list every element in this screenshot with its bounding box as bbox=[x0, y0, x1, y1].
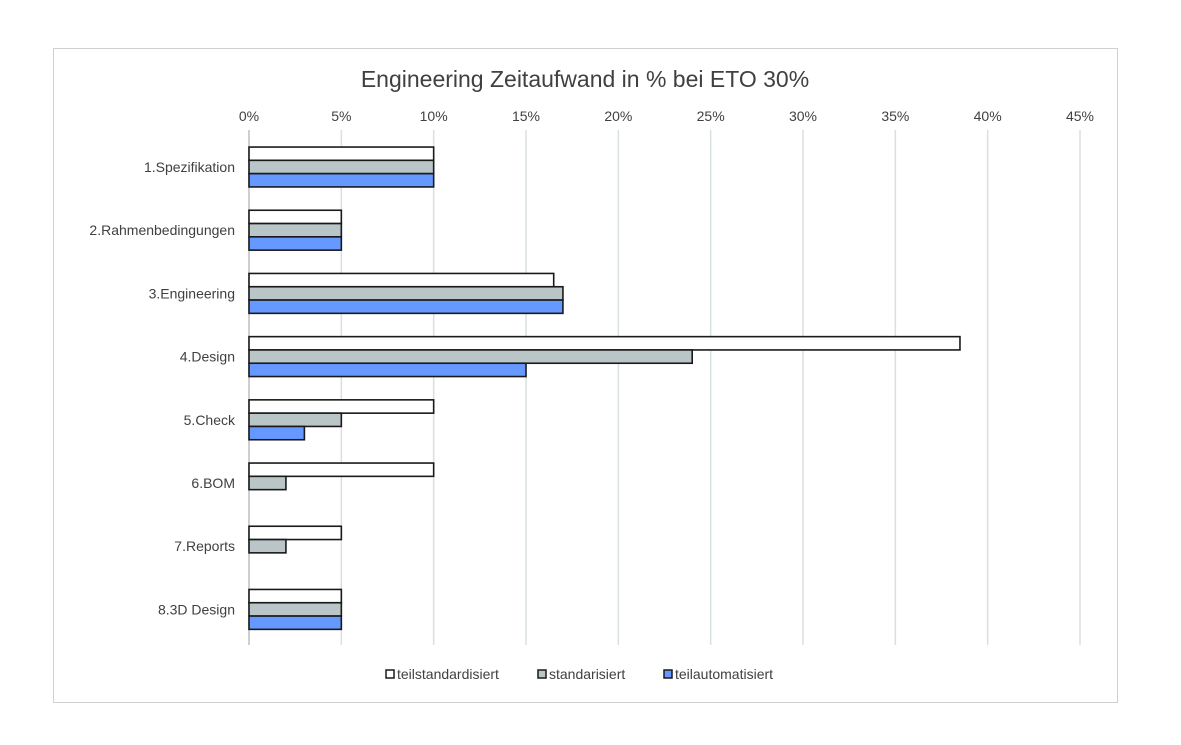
x-tick-label: 30% bbox=[789, 108, 817, 124]
bar-teilstandardisiert bbox=[248, 525, 343, 541]
category-label: 3.Engineering bbox=[149, 285, 235, 301]
bar-teilstandardisiert bbox=[248, 588, 343, 604]
bar-teilstandardisiert bbox=[248, 462, 435, 478]
x-tick-label: 40% bbox=[974, 108, 1002, 124]
bar-teilautomatisiert bbox=[248, 299, 564, 315]
legend-swatch-standarisiert bbox=[537, 669, 547, 679]
category-label: 5.Check bbox=[184, 412, 236, 428]
bar-standarisiert bbox=[248, 412, 343, 428]
legend-label: teilautomatisiert bbox=[675, 666, 773, 682]
bar-teilstandardisiert bbox=[248, 146, 435, 162]
bar-teilstandardisiert bbox=[248, 209, 343, 225]
x-tick-label: 25% bbox=[697, 108, 725, 124]
chart-title: Engineering Zeitaufwand in % bei ETO 30% bbox=[361, 66, 809, 92]
x-tick-label: 35% bbox=[881, 108, 909, 124]
bar-standarisiert bbox=[248, 285, 564, 301]
bar-standarisiert bbox=[248, 538, 287, 554]
category-label: 1.Spezifikation bbox=[144, 159, 235, 175]
legend-label: teilstandardisiert bbox=[397, 666, 499, 682]
bar-teilstandardisiert bbox=[248, 335, 961, 351]
bar-standarisiert bbox=[248, 349, 694, 365]
x-tick-label: 5% bbox=[331, 108, 351, 124]
legend-swatch-teilstandardisiert bbox=[385, 669, 395, 679]
x-tick-label: 10% bbox=[420, 108, 448, 124]
x-tick-label: 20% bbox=[604, 108, 632, 124]
category-label: 6.BOM bbox=[191, 475, 235, 491]
legend-label: standarisiert bbox=[549, 666, 625, 682]
bar-standarisiert bbox=[248, 159, 435, 175]
bar-standarisiert bbox=[248, 475, 287, 491]
bar-teilautomatisiert bbox=[248, 615, 343, 631]
category-label: 8.3D Design bbox=[158, 601, 235, 617]
bar-teilstandardisiert bbox=[248, 272, 555, 288]
category-label: 2.Rahmenbedingungen bbox=[89, 222, 235, 238]
bar-teilstandardisiert bbox=[248, 399, 435, 414]
x-tick-label: 15% bbox=[512, 108, 540, 124]
bar-teilautomatisiert bbox=[248, 362, 527, 378]
category-label: 4.Design bbox=[180, 349, 235, 365]
bar-standarisiert bbox=[248, 222, 343, 238]
bar-teilautomatisiert bbox=[248, 236, 343, 251]
category-label: 7.Reports bbox=[174, 538, 235, 554]
legend-swatch-teilautomatisiert bbox=[663, 669, 673, 679]
bar-standarisiert bbox=[248, 601, 343, 617]
chart-frame bbox=[53, 48, 1118, 703]
x-tick-label: 45% bbox=[1066, 108, 1094, 124]
x-tick-label: 0% bbox=[239, 108, 259, 124]
bar-teilautomatisiert bbox=[248, 425, 306, 441]
bar-teilautomatisiert bbox=[248, 172, 435, 188]
